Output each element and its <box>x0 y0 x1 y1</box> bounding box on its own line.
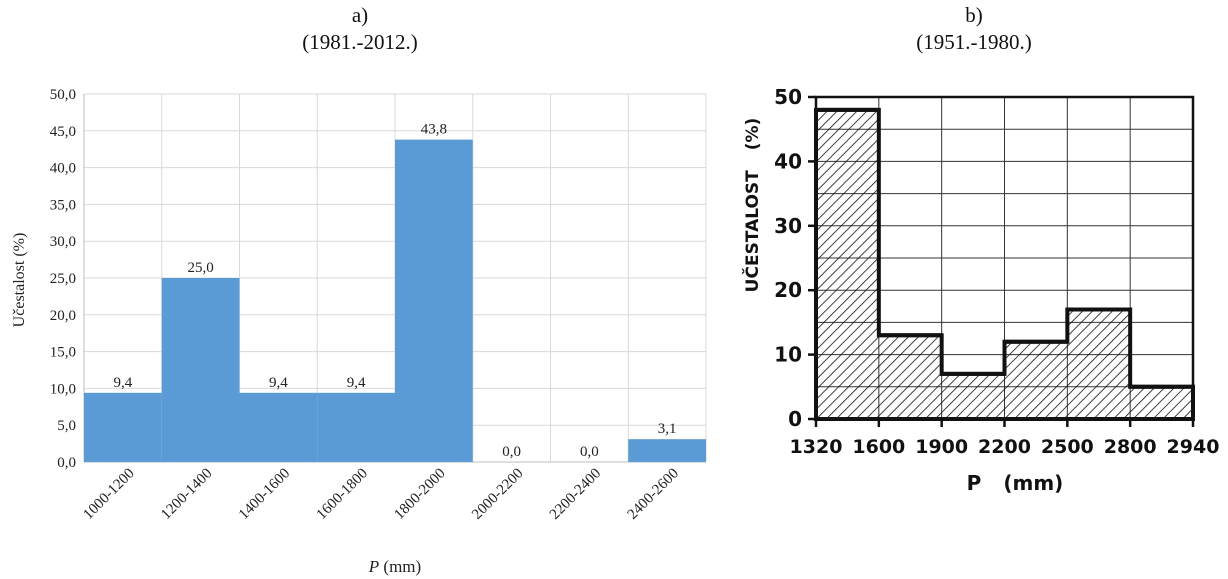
chart-a-ytick-label: 40,0 <box>50 161 76 177</box>
chart-b-xtick-label: 2200 <box>978 436 1031 458</box>
chart-b-xtick-label: 1320 <box>790 436 843 458</box>
chart-a-xtick-label: 2200-2400 <box>547 466 604 523</box>
chart-b-title: b) <box>965 3 983 27</box>
chart-b-panel: b) (1951.-1980.) UČESTALOST (%) P (mm) 0 10… <box>720 0 1228 579</box>
chart-a-data-label: 9,4 <box>114 375 133 391</box>
chart-a-bar <box>84 392 162 462</box>
chart-a-data-label: 9,4 <box>347 375 366 391</box>
chart-a-xlabel: P (mm) <box>368 557 421 576</box>
chart-a-xlabel-var: P <box>368 557 379 576</box>
chart-a-xtick-label: 1400-1600 <box>236 466 293 523</box>
chart-b-ytick-label: 50 <box>774 85 802 109</box>
chart-b-ylabel: UČESTALOST (%) <box>741 118 763 293</box>
chart-a-title-block: a) (1981.-2012.) <box>0 2 720 56</box>
chart-a-ytick-label: 30,0 <box>50 234 76 250</box>
chart-a-data-label: 0,0 <box>502 444 521 460</box>
chart-b-xlabel-unit: (mm) <box>1003 471 1063 495</box>
chart-a-ytick-label: 35,0 <box>50 197 76 213</box>
chart-a-bar <box>628 439 706 462</box>
chart-a-ytick-label: 25,0 <box>50 271 76 287</box>
chart-a-xtick-label: 2400-2600 <box>625 466 682 523</box>
chart-b-ytick-label: 10 <box>774 343 802 367</box>
chart-a-bar <box>161 278 240 462</box>
chart-a-bar <box>395 139 473 462</box>
chart-a-ytick-label: 0,0 <box>57 455 76 471</box>
chart-b-ytick-label: 0 <box>788 407 802 431</box>
chart-a-xtick-label: 1200-1400 <box>158 466 215 523</box>
chart-a-data-label: 9,4 <box>269 375 288 391</box>
chart-a-xlabel-unit: (mm) <box>379 557 421 576</box>
chart-a-data-label: 43,8 <box>421 122 447 138</box>
chart-b-xtick-label: 1600 <box>852 436 905 458</box>
chart-a-data-label: 0,0 <box>580 444 599 460</box>
chart-a-bar <box>317 392 395 462</box>
chart-a-ytick-label: 20,0 <box>50 308 76 324</box>
chart-b-ytick-label: 20 <box>774 278 802 302</box>
chart-b-xtick-label: 2940 <box>1167 436 1220 458</box>
chart-a-subtitle: (1981.-2012.) <box>302 30 418 54</box>
chart-a-ytick-label: 45,0 <box>50 124 76 140</box>
chart-a-data-label: 3,1 <box>658 421 677 437</box>
chart-a-title: a) <box>351 3 369 27</box>
chart-b-ytick-label: 40 <box>774 149 802 173</box>
chart-a-svg: Učestalost (%) P (mm) 0,0 5,0 10,0 15,0 20,0… <box>11 87 707 576</box>
chart-a-data-label: 25,0 <box>188 260 214 276</box>
chart-b-svg: UČESTALOST (%) P (mm) 0 10 20 30 40 50 1320 1600 1… <box>741 85 1220 495</box>
chart-a-xtick-label: 2000-2200 <box>469 466 526 523</box>
chart-b-ylabel-main: UČESTALOST <box>741 170 763 292</box>
chart-b-xlabel-var: P <box>967 471 982 495</box>
chart-b-xtick-label: 2800 <box>1104 436 1157 458</box>
chart-b-subtitle: (1951.-1980.) <box>916 30 1032 54</box>
chart-a-ylabel: Učestalost (%) <box>11 233 28 328</box>
chart-b-ytick-label: 30 <box>774 214 802 238</box>
chart-b-title-block: b) (1951.-1980.) <box>720 2 1228 56</box>
chart-a-xtick-label: 1800-2000 <box>391 466 448 523</box>
chart-a-bar <box>239 392 318 462</box>
chart-a-xtick-label: 1600-1800 <box>314 466 371 523</box>
chart-b-xtick-label: 1900 <box>915 436 968 458</box>
chart-a-xtick-label: 1000-1200 <box>80 466 137 523</box>
chart-b-xlabel: P (mm) <box>967 471 1064 495</box>
chart-a-panel: a) (1981.-2012.) Učestalost (%) P (mm) 0… <box>0 2 720 576</box>
chart-b-ylabel-unit: (%) <box>743 118 763 151</box>
chart-a-ytick-label: 5,0 <box>57 418 76 434</box>
chart-b-xtick-label: 2500 <box>1041 436 1094 458</box>
chart-a-ytick-label: 10,0 <box>50 381 76 397</box>
chart-a-ytick-label: 50,0 <box>50 87 76 103</box>
chart-a-ytick-label: 15,0 <box>50 345 76 361</box>
